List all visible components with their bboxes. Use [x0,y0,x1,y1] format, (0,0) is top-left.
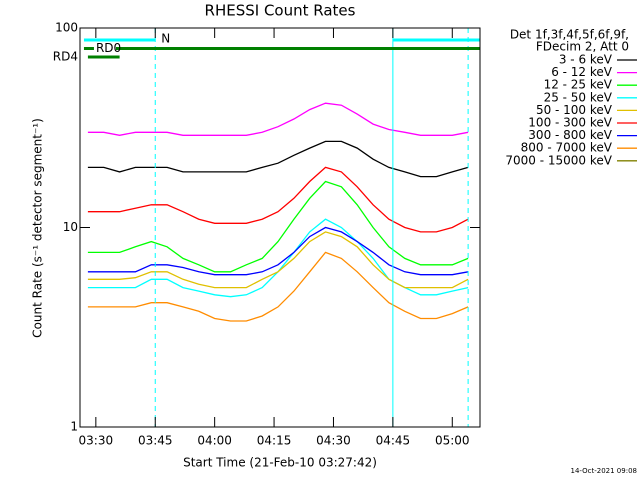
legend-label: 25 - 50 keV [544,90,613,104]
x-tick-label: 04:30 [316,434,351,448]
y-axis-label: Count Rate (s⁻¹ detector segment⁻¹) [31,118,45,338]
flag-label: RD4 [53,50,78,64]
flag-label-bg [93,43,116,54]
series-line [87,102,469,136]
legend-header: FDecim 2, Att 0 [536,40,629,54]
flag-label: N [161,32,170,46]
legend-label: 7000 - 15000 keV [505,153,612,167]
series-line [87,166,469,233]
x-tick-label: 04:15 [257,434,292,448]
series-line [87,251,469,322]
legend-label: 3 - 6 keV [559,53,613,67]
x-tick-label: 04:00 [197,434,232,448]
x-tick-label: 03:30 [79,434,114,448]
y-tick-label: 1 [70,420,78,434]
flag-label: RD0 [96,41,121,55]
legend-header: Det 1f,3f,4f,5f,6f,9f, [510,28,629,42]
y-tick-label: 10 [63,220,78,234]
series-line [87,231,469,289]
x-axis-label: Start Time (21-Feb-10 03:27:42) [183,456,377,470]
legend-label: 50 - 100 keV [536,103,613,117]
legend-label: 100 - 300 keV [528,116,612,130]
legend-label: 300 - 800 keV [528,128,612,142]
series-line [87,140,469,178]
x-tick-label: 03:45 [138,434,173,448]
legend-label: 12 - 25 keV [544,78,613,92]
legend-label: 6 - 12 keV [551,65,613,79]
series-line [87,226,469,276]
x-tick-label: 05:00 [435,434,470,448]
timestamp: 14-Oct-2021 09:08 [571,467,637,475]
legend-label: 800 - 7000 keV [521,141,613,155]
series-line [87,180,469,273]
x-tick-label: 04:45 [376,434,411,448]
chart-title: RHESSI Count Rates [205,2,356,20]
y-tick-label: 100 [55,21,78,35]
